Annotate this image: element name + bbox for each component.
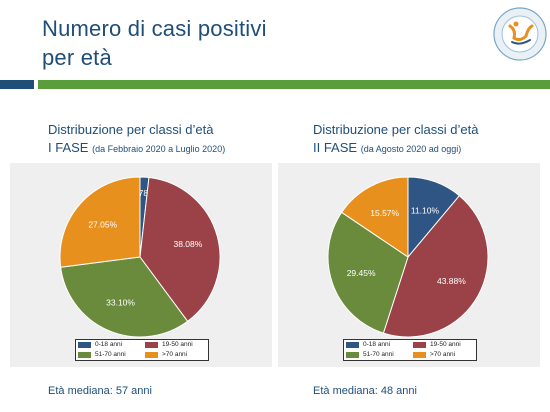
right-subtitle: Distribuzione per classi d’età [313,122,479,137]
right-chart-panel: 11.10% 43.88% 29.45% 15.57% 0-18 anni 19-50 … [278,163,540,367]
left-subtitle: Distribuzione per classi d’età [48,122,214,137]
page-title-line1: Numero di casi positivi [42,16,267,41]
left-phase-note: (da Febbraio 2020 a Luglio 2020) [92,144,226,154]
logo-icon [493,7,547,61]
pie-slice-label-4: 15.57% [370,208,399,218]
legend-swatch [78,352,91,358]
pie-slice-2 [382,194,489,338]
legend-label: >70 anni [162,351,188,358]
legend-label: 0-18 anni [363,341,391,348]
legend-swatch [413,342,426,348]
legend-label: 19-50 anni [430,341,461,348]
legend-item: 0-18 anni [346,340,407,350]
legend-swatch [346,352,359,358]
pie-slice-label-2: 43.88% [437,276,466,286]
header-bar-left [0,80,34,89]
legend-swatch [78,342,91,348]
legend-item: 51-70 anni [78,350,139,360]
left-phase-line: I FASE (da Febbraio 2020 a Luglio 2020) [48,139,225,158]
right-phase-line: II FASE (da Agosto 2020 ad oggi) [313,139,478,158]
page-title: Numero di casi positivi per età [42,14,422,72]
pie-slice-label-4: 27.05% [88,219,117,229]
right-phase: II FASE [313,140,358,155]
legend-label: >70 anni [430,351,456,358]
legend-swatch [145,352,158,358]
left-phase: I FASE [48,140,89,155]
pie-slice-2 [139,176,221,322]
right-legend: 0-18 anni 19-50 anni 51-70 anni >70 anni [343,339,477,361]
pie-slice-4 [59,176,141,268]
left-median: Età mediana: 57 anni [48,385,152,397]
legend-label: 19-50 anni [162,341,193,348]
header-bar-right [38,80,550,89]
legend-swatch [346,342,359,348]
pie-slice-label-3: 29.45% [347,268,376,278]
right-phase-note: (da Agosto 2020 ad oggi) [360,144,462,154]
legend-item: 19-50 anni [145,340,206,350]
pie-slice-label-2: 38.08% [173,239,202,249]
page-title-line2: per età [42,45,112,70]
left-pie-chart: 1.78% 38.08% 33.10% 27.05% [59,176,221,338]
pie-slice-label-1: 1.78% [132,188,157,198]
legend-item: 0-18 anni [78,340,139,350]
legend-item: 51-70 anni [346,350,407,360]
legend-label: 51-70 anni [95,351,126,358]
right-pie-chart: 11.10% 43.88% 29.45% 15.57% [327,176,489,338]
pie-slice-label-1: 11.10% [411,205,440,215]
legend-label: 0-18 anni [95,341,123,348]
legend-item: 19-50 anni [413,340,474,350]
pie-slice-4 [340,176,409,258]
legend-item: >70 anni [413,350,474,360]
right-subtitle-block: Distribuzione per classi d’età II FASE (… [313,121,478,158]
pie-slice-3 [327,211,409,334]
legend-swatch [413,352,426,358]
left-legend: 0-18 anni 19-50 anni 51-70 anni >70 anni [75,339,209,361]
pie-slice-label-3: 33.10% [106,298,135,308]
legend-swatch [145,342,158,348]
legend-label: 51-70 anni [363,351,394,358]
legend-item: >70 anni [145,350,206,360]
left-subtitle-block: Distribuzione per classi d’età I FASE (d… [48,121,225,158]
left-chart-panel: 1.78% 38.08% 33.10% 27.05% 0-18 anni 19-50 a… [10,163,272,367]
pie-slice-3 [60,256,189,338]
right-median: Età mediana: 48 anni [313,385,417,397]
